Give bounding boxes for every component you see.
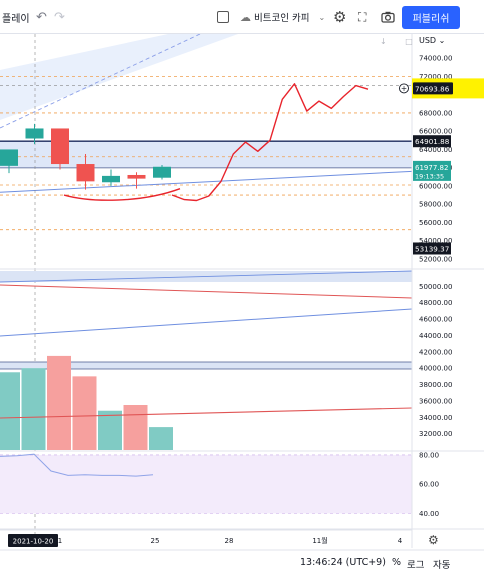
camera-icon[interactable] bbox=[381, 0, 395, 34]
layout-selector[interactable]: ☁ 비트코인 카피 ⌄ bbox=[240, 0, 325, 34]
symbol-label[interactable]: 플레이 bbox=[2, 13, 30, 25]
volume-bar-2 bbox=[47, 355, 71, 450]
osc-tick: 60.00 bbox=[419, 481, 439, 489]
volume-bar-3 bbox=[72, 376, 97, 450]
axis-settings-gear-icon[interactable]: ⚙ bbox=[428, 533, 439, 547]
price-tick-main: 58000.00 bbox=[419, 201, 452, 209]
currency-selector[interactable]: USD ⌄ bbox=[419, 36, 446, 45]
time-tick: 4 bbox=[398, 537, 403, 545]
publish-button[interactable]: 퍼블리쉬 bbox=[402, 6, 460, 29]
price-label-c-bg bbox=[413, 242, 451, 255]
price-label-c: 53139.37 bbox=[415, 244, 449, 253]
price-label-top: 70693.86 bbox=[415, 84, 450, 93]
volume-bar-5 bbox=[123, 405, 148, 450]
log-toggle[interactable]: 로그 bbox=[407, 560, 425, 571]
volume-red-line bbox=[0, 407, 413, 419]
oscillator-line bbox=[0, 453, 154, 477]
price-tick-main: 54000.00 bbox=[419, 237, 452, 245]
percent-toggle[interactable]: % bbox=[392, 557, 402, 568]
mid-red-line bbox=[0, 284, 413, 299]
price-tick-mid: 50000.00 bbox=[419, 283, 452, 291]
undo-icon[interactable]: ↶ bbox=[36, 9, 47, 25]
mid-top-line bbox=[0, 270, 413, 283]
cloud-icon: ☁ bbox=[240, 10, 251, 24]
time-tick: 11월 bbox=[312, 536, 327, 545]
price-label-b-bg bbox=[413, 160, 451, 181]
candle-body-5 bbox=[127, 174, 146, 179]
price-tick-mid: 44000.00 bbox=[419, 332, 452, 340]
candle-body-6 bbox=[153, 166, 171, 178]
volume-bar-6 bbox=[149, 427, 173, 450]
chevron-down-icon: ⌄ bbox=[318, 12, 326, 22]
price-tick-main: 56000.00 bbox=[419, 219, 452, 227]
add-alert-icon bbox=[399, 83, 409, 94]
top-toolbar: 플레이 ↶ ↷ ☁ 비트코인 카피 ⌄ ⚙ ⛶ 퍼블리쉬 bbox=[0, 0, 484, 34]
price-tick-main: 52000.00 bbox=[419, 255, 452, 263]
price-tick-mid: 34000.00 bbox=[419, 414, 452, 422]
add-alert-plus: + bbox=[401, 84, 407, 93]
price-tick-main: 68000.00 bbox=[419, 109, 452, 117]
redo-icon[interactable]: ↷ bbox=[54, 9, 65, 25]
candle-body-1 bbox=[25, 128, 44, 139]
candle-body-4 bbox=[102, 175, 120, 183]
price-tick-mid: 46000.00 bbox=[419, 316, 452, 324]
price-label-a: 64901.88 bbox=[415, 137, 450, 146]
volume-bar-0 bbox=[0, 372, 20, 450]
price-tick-mid: 48000.00 bbox=[419, 299, 452, 307]
price-tick-mid: 42000.00 bbox=[419, 348, 452, 356]
price-tick-main: 66000.00 bbox=[419, 128, 452, 136]
price-tick-mid: 36000.00 bbox=[419, 397, 452, 405]
candle-body-2 bbox=[51, 128, 69, 165]
time-tick: 25 bbox=[151, 537, 160, 545]
price-tick-main: 60000.00 bbox=[419, 182, 452, 190]
drawn-forecast-path bbox=[171, 83, 369, 202]
price-tick-main: 72000.00 bbox=[419, 73, 452, 81]
price-label-a-bg bbox=[413, 135, 451, 148]
osc-tick: 40.00 bbox=[419, 510, 439, 518]
price-tick-main: 64000.00 bbox=[419, 146, 452, 154]
price-label-b-time: 19:13:35 bbox=[415, 172, 444, 180]
support-trendline bbox=[0, 170, 413, 193]
channel-band bbox=[0, 34, 238, 120]
select-layout-icon[interactable] bbox=[217, 0, 229, 34]
pane-control-icons[interactable]: ↓ □ bbox=[380, 37, 421, 46]
osc-band bbox=[0, 454, 412, 514]
price-tick-mid: 40000.00 bbox=[419, 365, 452, 373]
volume-bar-1 bbox=[21, 368, 46, 450]
fullscreen-icon[interactable]: ⛶ bbox=[358, 9, 367, 24]
drawn-cup-curve bbox=[63, 187, 181, 201]
price-tick-main: 74000.00 bbox=[419, 55, 452, 63]
candle-body-0 bbox=[0, 149, 18, 166]
mid-blue-line bbox=[0, 308, 413, 337]
osc-tick: 80.00 bbox=[419, 451, 439, 459]
footer-time[interactable]: 13:46:24 (UTC+9) bbox=[300, 557, 386, 568]
price-tick-mid: 38000.00 bbox=[419, 381, 452, 389]
layout-name: 비트코인 카피 bbox=[254, 13, 310, 24]
volume-bar-4 bbox=[98, 410, 122, 450]
price-label-top-bg bbox=[413, 82, 453, 95]
price-tick-mid: 32000.00 bbox=[419, 430, 452, 438]
dashed-trendline bbox=[0, 33, 201, 129]
price-label-b: 61977.82 bbox=[415, 164, 448, 172]
time-tick: 1 bbox=[58, 537, 62, 545]
currency-label: USD bbox=[419, 36, 437, 45]
auto-toggle[interactable]: 자동 bbox=[433, 560, 451, 571]
candle-body-3 bbox=[76, 164, 95, 182]
mid-bottom-band bbox=[0, 362, 412, 369]
settings-gear-icon[interactable]: ⚙ bbox=[333, 8, 347, 26]
time-tick: 28 bbox=[225, 537, 234, 545]
time-cursor-bg bbox=[8, 534, 58, 547]
time-cursor-label: 2021-10-20 bbox=[13, 538, 54, 546]
